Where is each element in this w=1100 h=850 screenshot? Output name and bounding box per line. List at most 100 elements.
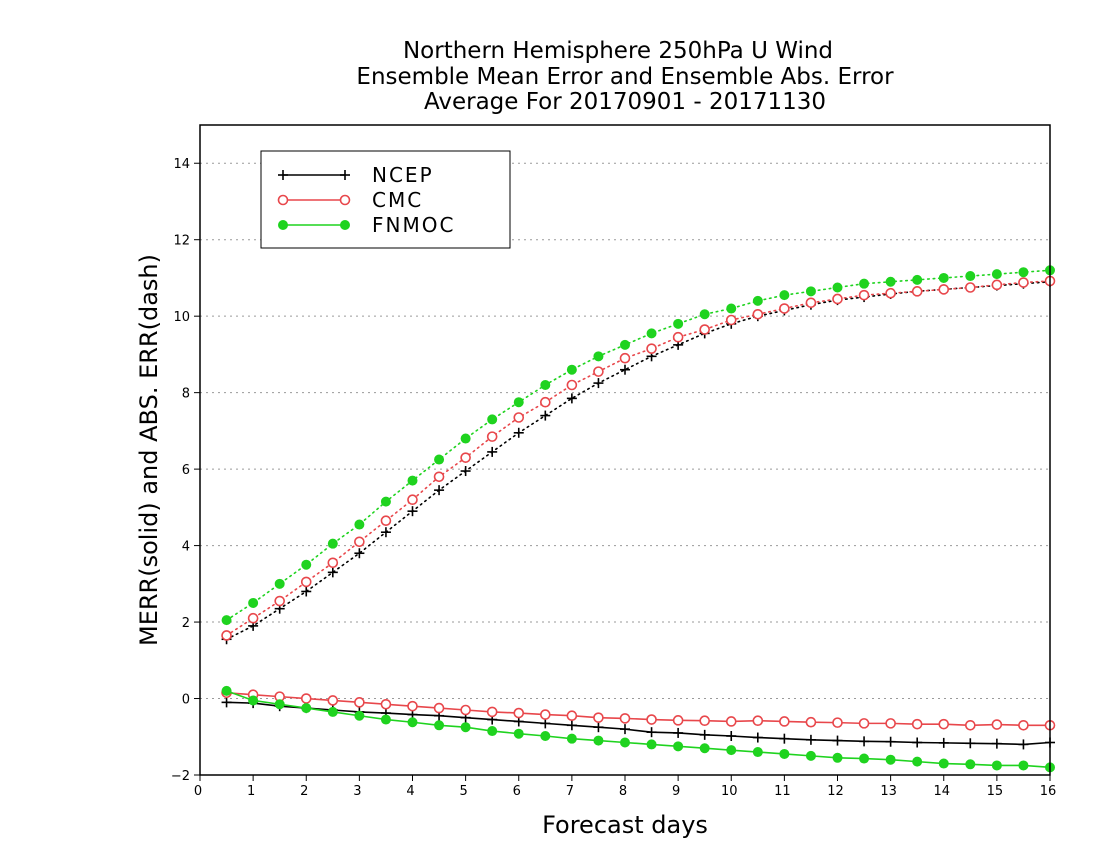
- series-cmc: [221, 275, 1056, 731]
- x-tick-label: 3: [353, 784, 361, 799]
- open-circle-marker: [938, 718, 950, 730]
- open-circle-marker: [407, 700, 418, 712]
- series-layer: [221, 265, 1056, 773]
- x-tick-label: 4: [406, 784, 414, 799]
- filled-circle-marker: [646, 328, 657, 339]
- filled-circle-marker: [460, 722, 471, 733]
- plus-marker: [620, 724, 630, 735]
- open-circle-marker: [646, 714, 657, 725]
- x-tick-label: 14: [933, 784, 950, 799]
- open-circle-marker: [327, 557, 339, 569]
- plus-marker: [673, 727, 684, 738]
- x-tick-label: 16: [1040, 784, 1057, 799]
- filled-circle-marker: [274, 699, 285, 710]
- filled-circle-marker: [566, 364, 577, 375]
- x-tick-label: 10: [721, 784, 738, 799]
- plus-marker: [620, 364, 630, 375]
- plus-marker: [593, 378, 604, 389]
- open-circle-marker: [300, 693, 312, 704]
- plus-marker: [278, 170, 288, 180]
- x-tick-label: 15: [987, 784, 1004, 799]
- x-axis-label: Forecast days: [542, 811, 708, 839]
- open-circle-marker: [805, 716, 817, 728]
- open-circle-marker: [858, 718, 870, 729]
- y-axis-ticks: −2 0 2 4 6 8 10 12 14: [171, 157, 200, 784]
- filled-circle-marker: [221, 685, 232, 696]
- y-tick-label: −2: [171, 769, 190, 784]
- filled-circle-marker: [407, 717, 418, 728]
- open-circle-marker: [460, 704, 471, 716]
- open-circle-marker: [540, 396, 551, 408]
- filled-circle-marker: [248, 597, 259, 608]
- open-circle-marker: [1018, 277, 1029, 288]
- y-tick-label: 8: [182, 387, 190, 402]
- plus-marker: [646, 727, 657, 738]
- plus-marker: [991, 738, 1002, 749]
- filled-circle-marker: [752, 747, 763, 758]
- plus-marker: [327, 567, 338, 578]
- plus-marker: [566, 720, 577, 731]
- open-circle-marker: [339, 194, 351, 206]
- filled-circle-marker: [699, 743, 710, 754]
- plus-marker: [699, 729, 710, 740]
- open-circle-marker: [779, 716, 790, 727]
- x-tick-label: 1: [247, 784, 255, 799]
- open-circle-marker: [725, 716, 737, 727]
- plus-marker: [540, 718, 551, 729]
- filled-circle-marker: [912, 274, 923, 285]
- open-circle-marker: [433, 471, 445, 483]
- filled-circle-marker: [1018, 760, 1029, 771]
- filled-circle-marker: [965, 271, 976, 282]
- y-tick-label: 6: [182, 463, 190, 478]
- plus-marker: [540, 410, 551, 421]
- fnmoc-abs-err-line: [225, 269, 1051, 621]
- filled-circle-marker: [380, 714, 391, 725]
- open-circle-marker: [407, 494, 418, 506]
- filled-circle-marker: [779, 290, 790, 301]
- series-fnmoc: [221, 265, 1055, 773]
- x-tick-label: 13: [880, 784, 897, 799]
- open-circle-marker: [300, 576, 312, 588]
- open-circle-marker: [725, 314, 737, 326]
- legend-item-ncep: NCEP: [278, 163, 432, 187]
- open-circle-marker: [247, 612, 259, 624]
- plus-marker: [340, 170, 350, 180]
- gridlines: [200, 162, 1050, 776]
- filled-circle-marker: [859, 278, 870, 289]
- x-tick-label: 0: [194, 784, 202, 799]
- plus-marker: [434, 485, 445, 496]
- x-tick-label: 2: [300, 784, 308, 799]
- legend-item-cmc: CMC: [277, 188, 421, 212]
- open-circle-marker: [699, 324, 710, 335]
- open-circle-marker: [965, 282, 976, 293]
- plus-marker: [301, 586, 312, 597]
- open-circle-marker: [619, 713, 631, 724]
- filled-circle-marker: [965, 759, 976, 770]
- filled-circle-marker: [938, 272, 949, 283]
- filled-circle-marker: [301, 559, 312, 570]
- plus-marker: [1018, 739, 1029, 750]
- open-circle-marker: [593, 366, 604, 377]
- filled-circle-marker: [407, 475, 418, 486]
- y-tick-label: 14: [173, 157, 190, 172]
- filled-circle-marker: [699, 309, 710, 320]
- x-tick-label: 8: [619, 784, 627, 799]
- open-circle-marker: [991, 279, 1003, 291]
- filled-circle-marker: [805, 750, 816, 761]
- filled-circle-marker: [912, 756, 923, 767]
- plus-marker: [380, 527, 391, 538]
- open-circle-marker: [779, 303, 790, 314]
- filled-circle-marker: [646, 739, 657, 750]
- filled-circle-marker: [221, 615, 232, 626]
- filled-circle-marker: [301, 703, 312, 714]
- legend-item-fnmoc: FNMOC: [278, 213, 453, 237]
- filled-circle-marker: [779, 748, 790, 759]
- filled-circle-marker: [248, 695, 259, 706]
- plus-marker: [513, 427, 524, 438]
- filled-circle-marker: [274, 578, 285, 589]
- filled-circle-marker: [832, 752, 843, 763]
- filled-circle-marker: [673, 318, 684, 329]
- filled-circle-marker: [513, 728, 524, 739]
- x-axis-ticks: 0 1 2 3 4 5 6 7 8 9 10 11 12 13 14 15 16: [194, 775, 1056, 799]
